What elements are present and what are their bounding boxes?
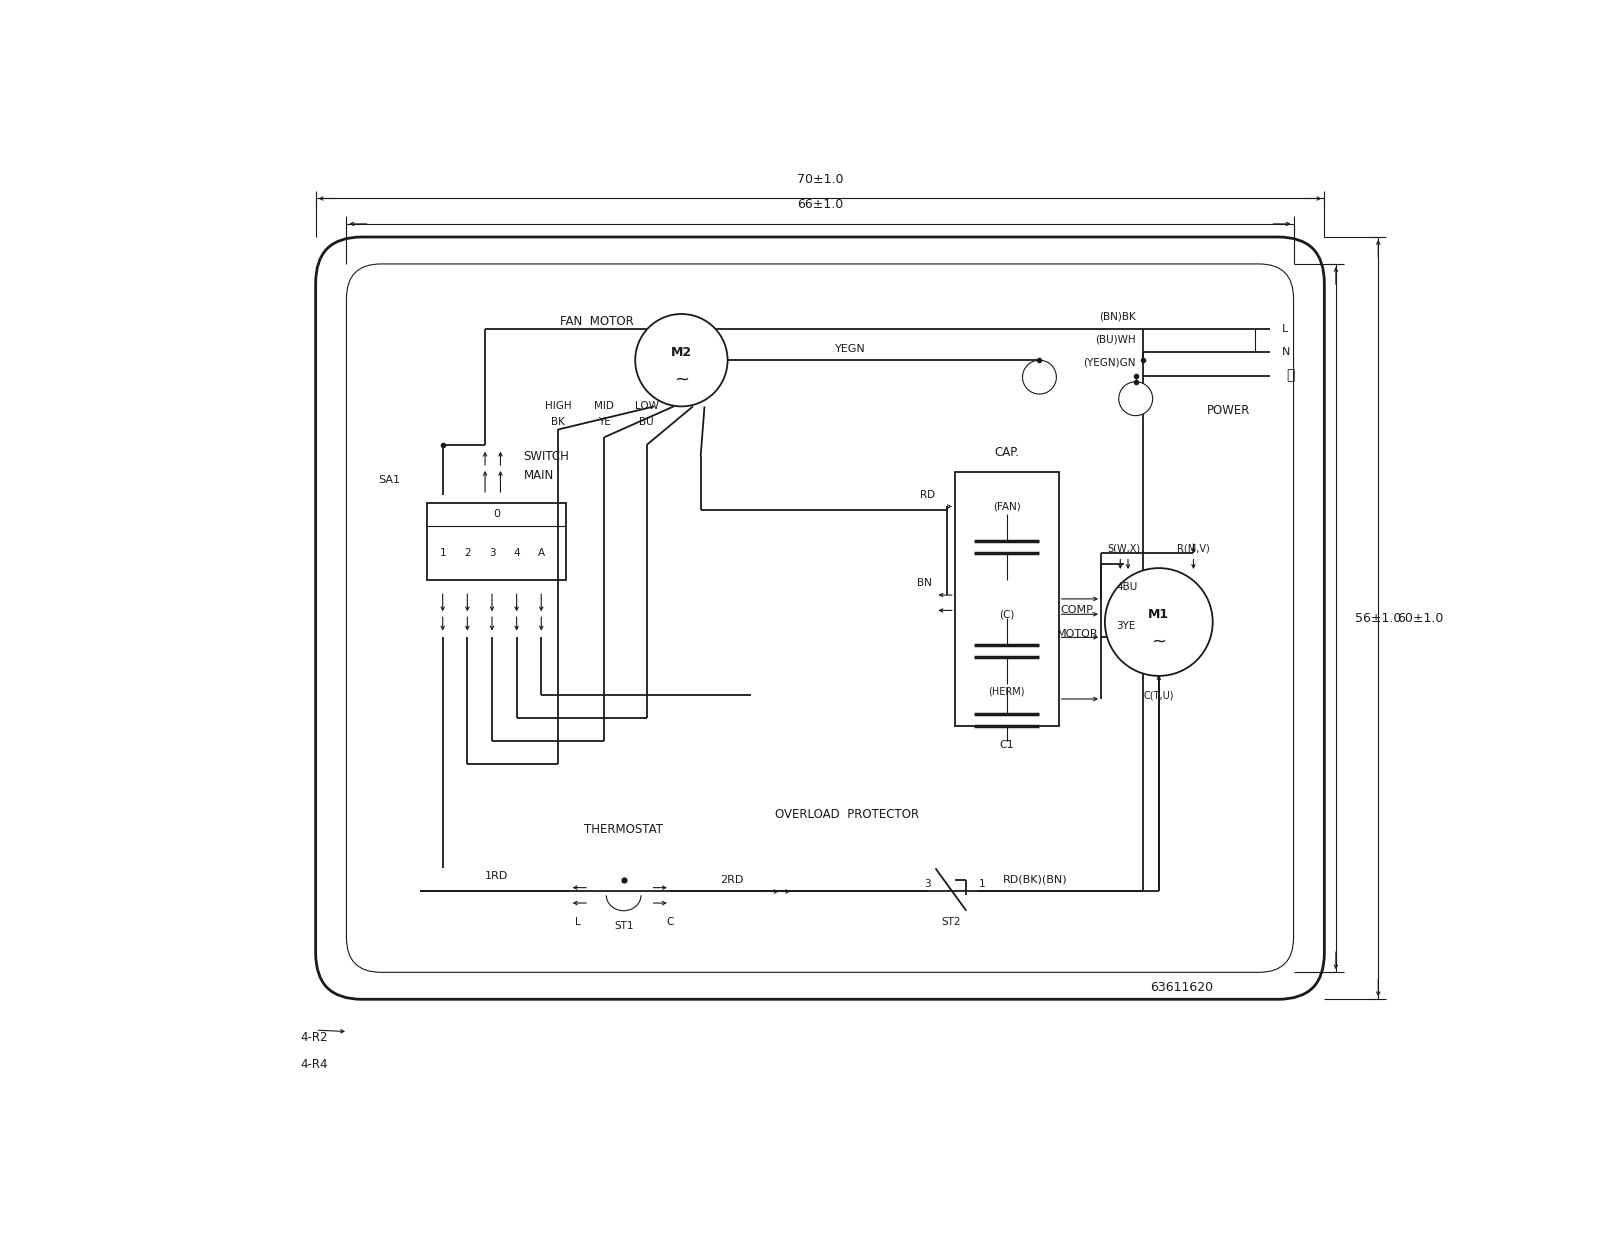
Text: L: L — [1282, 324, 1288, 334]
Text: RD: RD — [920, 490, 936, 500]
Text: SWITCH: SWITCH — [523, 450, 570, 463]
Text: C: C — [666, 918, 674, 928]
Text: (C): (C) — [998, 610, 1014, 620]
Text: MOTOR: MOTOR — [1058, 628, 1099, 638]
Text: 60±1.0: 60±1.0 — [1397, 611, 1443, 625]
Text: 2: 2 — [464, 548, 470, 558]
Text: C1: C1 — [1000, 740, 1014, 750]
Text: M1: M1 — [1149, 607, 1170, 621]
Text: C(T,U): C(T,U) — [1144, 690, 1174, 700]
Circle shape — [1106, 568, 1213, 675]
FancyBboxPatch shape — [315, 238, 1325, 999]
Text: ST1: ST1 — [614, 922, 634, 931]
Text: 0: 0 — [493, 510, 501, 520]
Text: M2: M2 — [670, 346, 691, 359]
Text: COMP.: COMP. — [1061, 605, 1096, 616]
Text: (BN)BK: (BN)BK — [1099, 312, 1136, 322]
Text: MAIN: MAIN — [523, 469, 554, 482]
Text: BK: BK — [552, 417, 565, 427]
Text: (FAN): (FAN) — [994, 501, 1021, 511]
Text: YE: YE — [598, 417, 611, 427]
Text: 66±1.0: 66±1.0 — [797, 198, 843, 212]
Text: 1: 1 — [440, 548, 446, 558]
Text: ⏚: ⏚ — [1286, 369, 1294, 382]
Text: SA1: SA1 — [378, 475, 400, 485]
Text: 3YE: 3YE — [1117, 621, 1136, 631]
Text: 56±1.0: 56±1.0 — [1355, 611, 1402, 625]
Text: MID: MID — [595, 401, 614, 412]
Text: THERMOSTAT: THERMOSTAT — [584, 824, 662, 836]
Text: (HERM): (HERM) — [989, 687, 1026, 696]
Text: 4: 4 — [514, 548, 520, 558]
Text: R(M,V): R(M,V) — [1178, 544, 1210, 554]
Text: BN: BN — [917, 579, 931, 589]
Text: A: A — [538, 548, 546, 558]
Text: 3: 3 — [925, 878, 931, 889]
Circle shape — [1022, 360, 1056, 395]
Text: FAN  MOTOR: FAN MOTOR — [560, 315, 634, 328]
Text: RD(BK)(BN): RD(BK)(BN) — [1003, 875, 1067, 884]
Text: OVERLOAD  PROTECTOR: OVERLOAD PROTECTOR — [774, 808, 918, 821]
Bar — [955, 471, 1059, 726]
Text: N: N — [1282, 348, 1290, 357]
Text: (BU)WH: (BU)WH — [1094, 335, 1136, 345]
Text: (YEGN)GN: (YEGN)GN — [1083, 357, 1136, 367]
Text: HIGH: HIGH — [546, 401, 571, 412]
Text: CAP.: CAP. — [994, 447, 1019, 459]
Text: 63611620: 63611620 — [1150, 981, 1213, 995]
Text: LOW: LOW — [635, 401, 659, 412]
Text: 3: 3 — [488, 548, 496, 558]
Text: ST2: ST2 — [941, 918, 960, 928]
Circle shape — [635, 314, 728, 407]
Text: BU: BU — [640, 417, 654, 427]
Text: L: L — [574, 918, 581, 928]
Circle shape — [1118, 382, 1152, 416]
Text: 4-R2: 4-R2 — [301, 1032, 328, 1044]
Text: POWER: POWER — [1206, 403, 1250, 417]
Text: ~: ~ — [1152, 632, 1166, 651]
Text: 2RD: 2RD — [720, 875, 742, 884]
Text: ~: ~ — [674, 370, 690, 388]
Text: YEGN: YEGN — [835, 344, 866, 354]
Bar — [427, 502, 566, 580]
Text: 70±1.0: 70±1.0 — [797, 173, 843, 186]
Text: 1: 1 — [978, 878, 986, 889]
Text: 4BU: 4BU — [1117, 583, 1138, 593]
Text: S(W,X): S(W,X) — [1107, 544, 1141, 554]
Text: 1RD: 1RD — [485, 871, 509, 881]
Text: 4-R4: 4-R4 — [301, 1058, 328, 1071]
